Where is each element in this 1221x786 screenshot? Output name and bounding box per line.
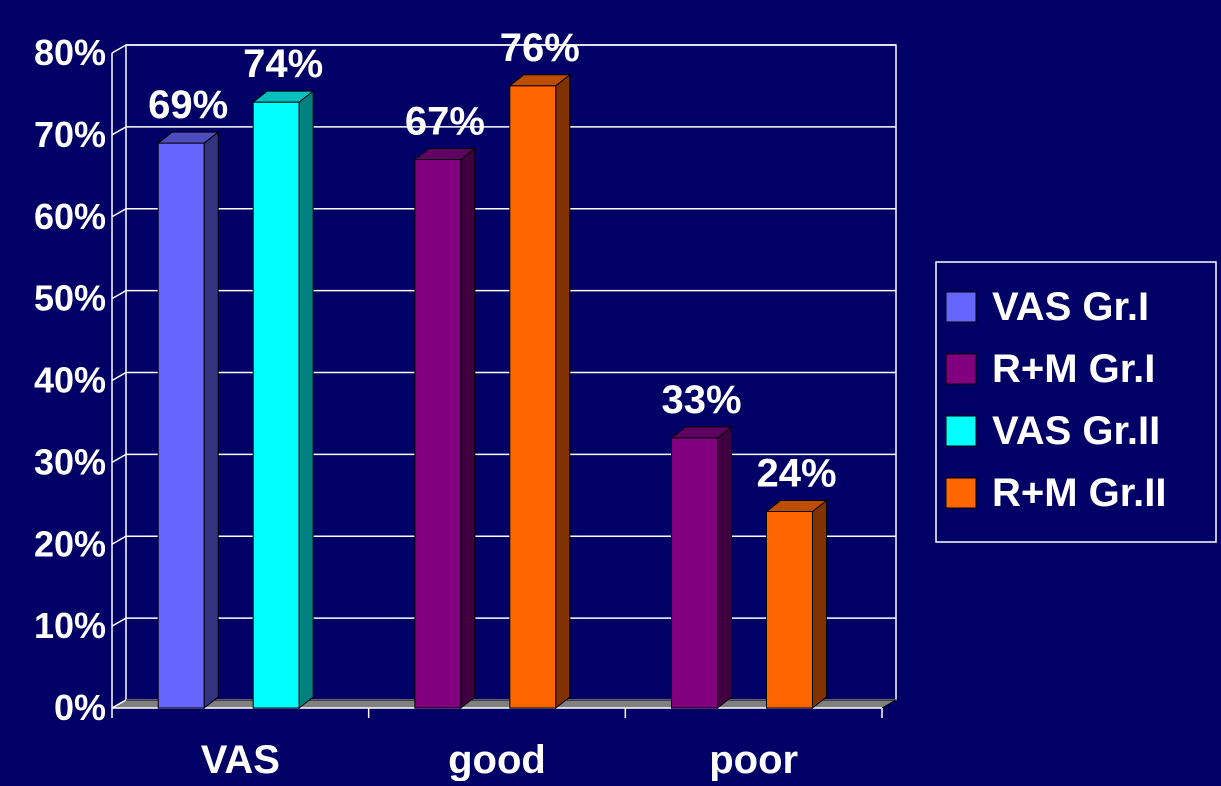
bar-top <box>765 500 828 512</box>
legend: VAS Gr.I R+M Gr.I VAS Gr.II R+M Gr.II <box>935 261 1217 543</box>
bars-layer <box>156 73 828 710</box>
bar-top <box>251 90 315 103</box>
legend-swatch <box>945 415 977 447</box>
bar <box>156 131 220 710</box>
bar <box>670 425 733 710</box>
data-label: 76% <box>500 26 580 70</box>
y-tick-label: 20% <box>34 523 106 564</box>
y-tick <box>111 617 127 627</box>
bar-front <box>252 101 300 709</box>
y-tick-label: 60% <box>34 196 106 237</box>
legend-label: VAS Gr.II <box>992 409 1160 453</box>
bar-front <box>509 85 557 709</box>
labels-layer: 69% 74% 67% 76% 33% 24% <box>148 26 836 496</box>
y-tick-label: 70% <box>34 114 106 155</box>
y-tick-label: 10% <box>34 605 106 646</box>
legend-box <box>935 261 1217 543</box>
data-label: 67% <box>405 99 485 143</box>
legend-swatch <box>945 477 977 509</box>
y-tick <box>111 44 127 54</box>
y-tick-label: 40% <box>34 360 106 401</box>
bar-front <box>766 511 813 709</box>
y-tick <box>111 535 127 545</box>
y-tick-label: 0% <box>54 687 106 728</box>
bar-side <box>203 131 219 710</box>
bar <box>508 73 572 710</box>
legend-label: R+M Gr.I <box>992 347 1155 391</box>
bar <box>765 499 828 710</box>
bar-side <box>298 90 314 710</box>
bar-top <box>413 147 477 160</box>
x-tick-label: VAS <box>201 738 280 781</box>
bar-front <box>414 158 462 709</box>
legend-label: VAS Gr.I <box>992 285 1149 329</box>
x-tick-label: good <box>448 738 546 781</box>
bar-side <box>717 425 733 710</box>
legend-label: R+M Gr.II <box>992 471 1167 515</box>
y-tick <box>111 371 127 382</box>
y-tick-label: 80% <box>34 32 106 73</box>
y-tick <box>111 453 127 464</box>
y-tick <box>111 208 127 218</box>
bar <box>413 147 477 710</box>
bar-front <box>157 142 205 709</box>
y-tick-label: 50% <box>34 278 106 319</box>
bar-top <box>670 426 733 439</box>
y-tick <box>111 126 127 136</box>
data-label: 33% <box>662 378 742 422</box>
data-label: 69% <box>148 83 228 127</box>
y-tick <box>111 289 127 300</box>
x-tick-label: poor <box>709 738 798 781</box>
y-tick-label: 30% <box>34 441 106 482</box>
data-label: 24% <box>756 452 836 496</box>
bar-front <box>671 437 719 709</box>
bar-side <box>460 147 476 710</box>
legend-swatch <box>945 353 977 385</box>
y-tick <box>111 699 127 709</box>
bar <box>251 90 315 710</box>
bar-top <box>508 74 572 87</box>
bar-side <box>555 73 571 710</box>
axis-layer: 0% 10% 20% 30% 40% 50% 60% 70% 80% VAS good poor <box>34 32 883 782</box>
data-label: 74% <box>243 42 323 86</box>
bar-side <box>812 499 827 710</box>
bar-top <box>156 131 220 144</box>
legend-swatch <box>945 291 977 323</box>
